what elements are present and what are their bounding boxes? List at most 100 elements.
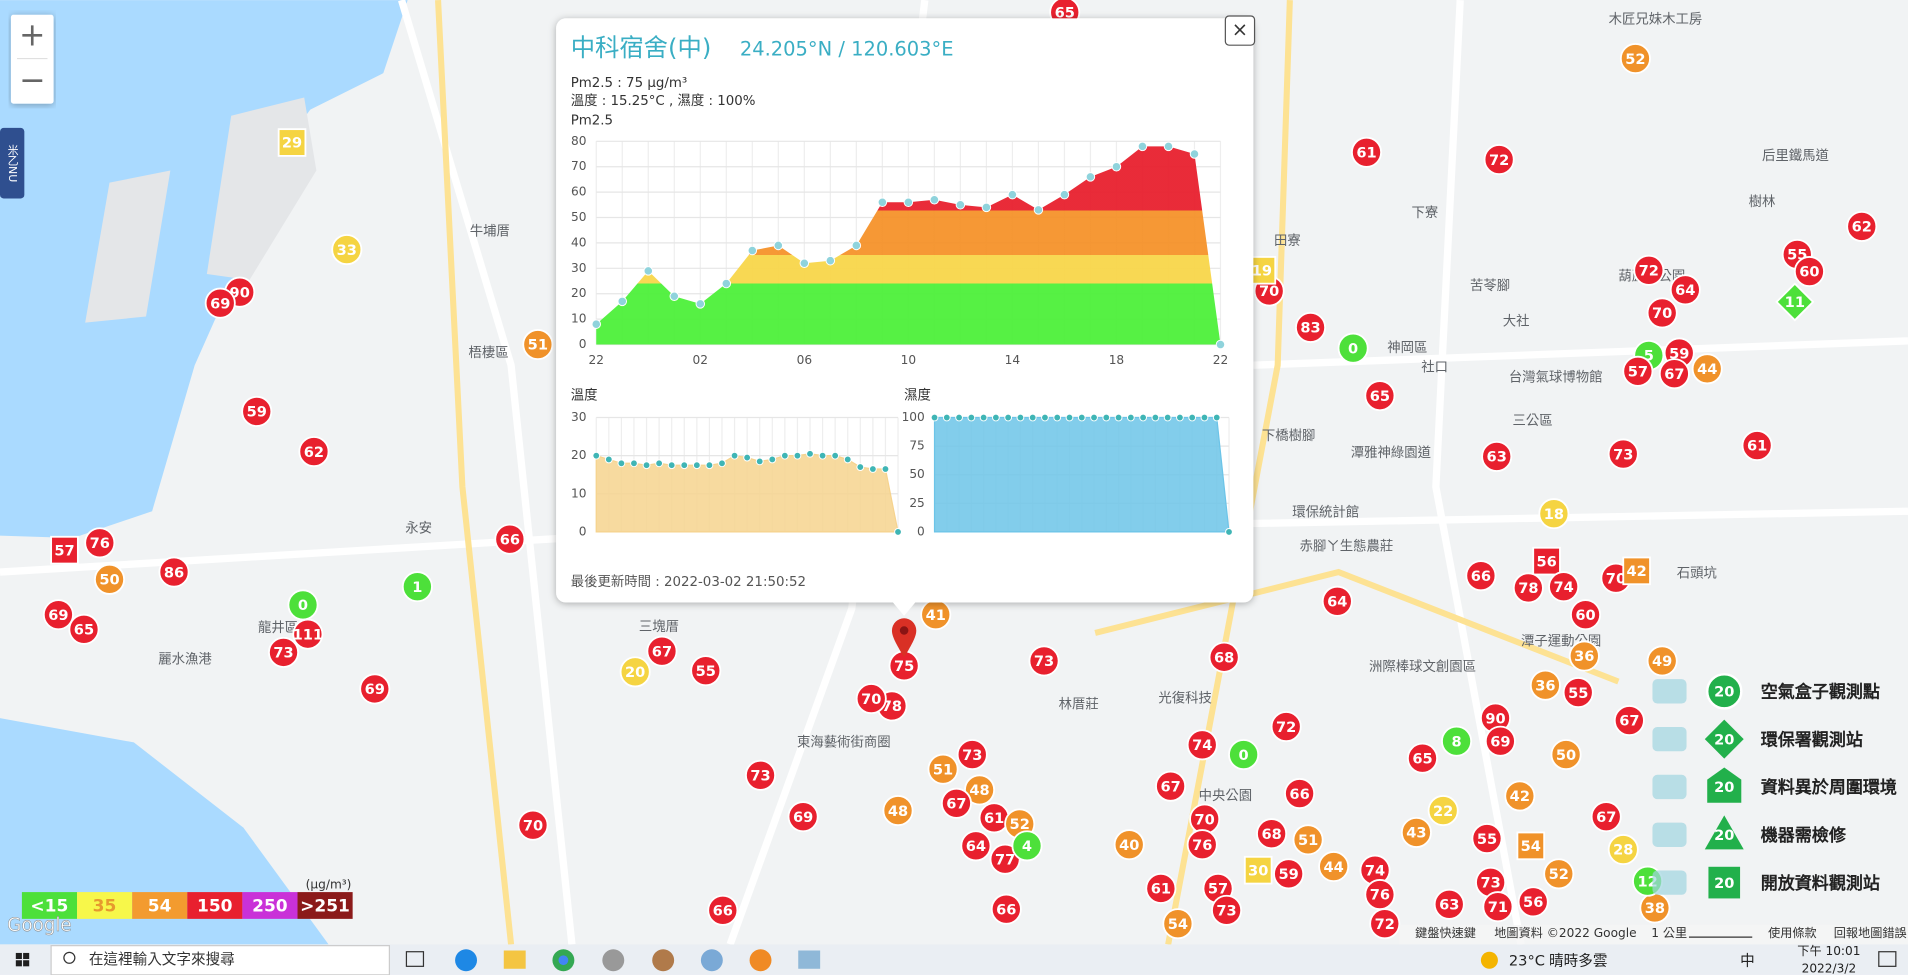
station-marker[interactable]: 70: [1646, 297, 1678, 329]
station-marker[interactable]: 65: [1406, 742, 1438, 774]
station-marker[interactable]: 8: [1441, 725, 1473, 757]
station-marker[interactable]: 64: [1669, 274, 1701, 306]
station-marker[interactable]: 76: [1364, 879, 1396, 911]
station-marker[interactable]: 42: [1504, 780, 1536, 812]
task-view[interactable]: [405, 951, 425, 967]
station-marker[interactable]: 48: [882, 795, 914, 827]
close-button[interactable]: ×: [1232, 18, 1248, 41]
station-marker[interactable]: 61: [1145, 872, 1177, 904]
station-marker[interactable]: 52: [1543, 858, 1575, 890]
station-marker[interactable]: 1: [401, 571, 433, 603]
station-marker[interactable]: 43: [1400, 816, 1432, 848]
side-tab[interactable]: [0, 127, 25, 199]
station-marker[interactable]: 0: [1337, 332, 1369, 364]
app[interactable]: [749, 949, 772, 972]
station-marker[interactable]: 72: [1483, 144, 1515, 176]
station-marker[interactable]: 44: [1318, 851, 1350, 883]
station-marker[interactable]: 36: [1568, 640, 1600, 672]
station-marker[interactable]: 65: [1364, 380, 1396, 412]
station-marker[interactable]: 0: [1228, 739, 1260, 771]
station-marker[interactable]: 78: [1512, 572, 1544, 604]
station-marker[interactable]: 67: [1613, 705, 1645, 737]
station-marker[interactable]: 69: [204, 287, 236, 319]
station-marker[interactable]: 71: [1482, 891, 1514, 923]
app[interactable]: [652, 949, 675, 972]
notifications[interactable]: [1878, 951, 1897, 967]
station-marker[interactable]: 67: [1658, 358, 1690, 390]
station-marker[interactable]: 65: [68, 613, 100, 645]
attribution-item[interactable]: 1 公里: [1651, 926, 1687, 940]
station-marker[interactable]: 20: [619, 656, 651, 688]
station-marker[interactable]: 56: [1517, 886, 1549, 918]
station-marker[interactable]: 66: [1284, 778, 1316, 810]
station-marker[interactable]: 64: [960, 830, 992, 862]
station-marker[interactable]: 73: [268, 636, 300, 668]
station-marker[interactable]: 50: [1550, 739, 1582, 771]
app-edge[interactable]: [455, 949, 477, 972]
station-marker[interactable]: 72: [1270, 711, 1302, 743]
station-marker[interactable]: 70: [517, 809, 549, 841]
station-marker[interactable]: 11: [1775, 282, 1815, 322]
station-marker[interactable]: 62: [298, 436, 330, 468]
station-marker[interactable]: 70: [855, 683, 887, 715]
station-marker[interactable]: 64: [1321, 585, 1353, 617]
station-marker[interactable]: 41: [920, 599, 952, 631]
station-marker[interactable]: 51: [522, 329, 554, 361]
station-marker[interactable]: 63: [1481, 440, 1513, 472]
station-marker[interactable]: 54: [1516, 831, 1546, 861]
station-marker[interactable]: 74: [1186, 729, 1218, 761]
station-marker[interactable]: 60: [1570, 599, 1602, 631]
station-marker[interactable]: 22: [1427, 795, 1459, 827]
station-marker[interactable]: 59: [1273, 858, 1305, 890]
station-marker[interactable]: 42: [1622, 556, 1651, 586]
station-marker[interactable]: 67: [1155, 770, 1187, 802]
selected-pin[interactable]: [891, 618, 917, 658]
attribution-item[interactable]: 回報地圖錯誤: [1834, 925, 1907, 940]
station-marker[interactable]: 74: [1548, 571, 1580, 603]
station-marker[interactable]: 30: [1243, 855, 1273, 885]
station-marker[interactable]: 76: [84, 527, 116, 559]
station-marker[interactable]: 73: [745, 759, 777, 791]
station-marker[interactable]: 29: [277, 128, 307, 157]
station-marker[interactable]: 28: [1607, 833, 1639, 866]
station-marker[interactable]: 18: [1538, 498, 1570, 530]
station-marker[interactable]: 49: [1646, 645, 1678, 677]
station-marker[interactable]: 73: [1211, 894, 1243, 926]
station-marker[interactable]: 73: [1028, 645, 1060, 677]
station-marker[interactable]: 61: [1350, 136, 1383, 168]
station-marker[interactable]: 44: [1691, 353, 1723, 385]
clock-date[interactable]: 2022/3/2: [1802, 961, 1857, 975]
station-marker[interactable]: 55: [1471, 823, 1503, 855]
station-marker[interactable]: 76: [1186, 829, 1218, 861]
station-marker[interactable]: 57: [50, 535, 79, 565]
station-marker[interactable]: 66: [494, 523, 526, 555]
station-marker[interactable]: 68: [1208, 641, 1240, 673]
app[interactable]: [700, 949, 723, 972]
station-marker[interactable]: 67: [646, 635, 678, 667]
station-marker[interactable]: 61: [978, 802, 1010, 834]
close-box[interactable]: [1224, 15, 1256, 46]
station-marker[interactable]: 72: [1633, 254, 1665, 286]
station-marker[interactable]: 54: [1162, 908, 1194, 940]
app-explorer[interactable]: [503, 950, 526, 969]
search-box[interactable]: [50, 945, 390, 975]
station-marker[interactable]: 59: [241, 395, 273, 427]
station-marker[interactable]: 51: [927, 753, 959, 785]
station-marker[interactable]: 73: [956, 739, 988, 771]
station-marker[interactable]: 40: [1113, 829, 1145, 861]
station-marker[interactable]: 55: [690, 655, 722, 687]
station-marker[interactable]: 66: [990, 893, 1022, 925]
station-marker[interactable]: 48: [964, 774, 996, 806]
station-marker[interactable]: 67: [940, 787, 972, 819]
zoom-out[interactable]: −: [19, 63, 46, 99]
station-marker[interactable]: 33: [331, 234, 363, 266]
station-marker[interactable]: 86: [158, 556, 190, 588]
station-marker[interactable]: 72: [1369, 908, 1401, 940]
station-marker[interactable]: 73: [1607, 438, 1639, 470]
station-marker[interactable]: 69: [1484, 725, 1516, 757]
station-marker[interactable]: 83: [1295, 311, 1327, 344]
attribution-item[interactable]: 鍵盤快速鍵: [1415, 925, 1476, 940]
station-marker[interactable]: 38: [1639, 892, 1671, 924]
attribution-item[interactable]: 地圖資料 ©2022 Google: [1494, 926, 1636, 940]
station-marker[interactable]: 63: [1433, 888, 1465, 920]
